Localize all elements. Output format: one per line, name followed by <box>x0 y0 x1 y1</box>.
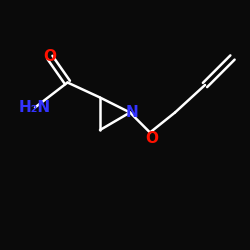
Text: H₂N: H₂N <box>19 100 51 115</box>
Text: N: N <box>126 105 138 120</box>
Text: O: O <box>145 131 158 146</box>
Text: O: O <box>44 49 57 64</box>
